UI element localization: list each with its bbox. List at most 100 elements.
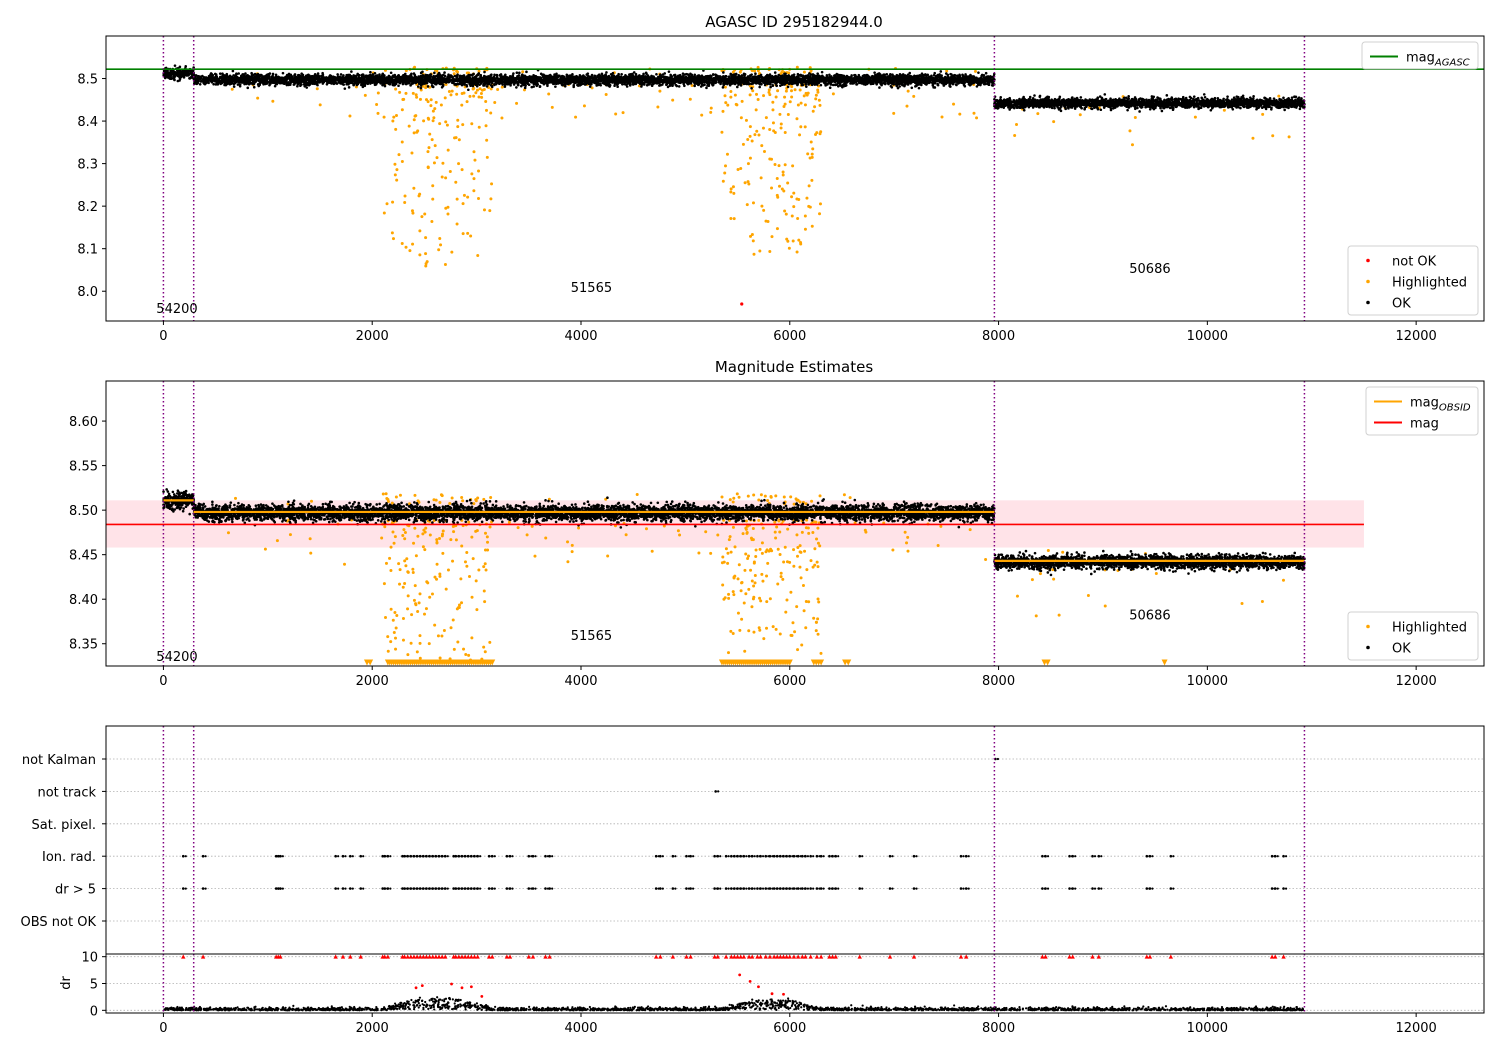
top-highlighted-point <box>472 94 476 98</box>
top-highlighted-point <box>482 87 486 91</box>
top-highlighted-point <box>426 150 430 154</box>
top-ok-point <box>875 83 878 86</box>
top-highlighted-point <box>796 216 800 220</box>
top-highlighted-point <box>709 110 713 114</box>
top-highlighted-point <box>431 184 435 188</box>
top-highlighted-point <box>446 148 450 152</box>
top-ok-point <box>836 85 840 88</box>
top-highlighted-point <box>753 133 757 137</box>
top-ok-point <box>642 72 645 76</box>
top-ok-point <box>984 71 988 75</box>
top-highlighted-point <box>768 249 772 253</box>
top-ok-point <box>773 71 777 74</box>
top-highlighted-point <box>395 168 399 172</box>
top-highlighted-point <box>1271 134 1275 138</box>
top-highlighted-point <box>803 125 807 129</box>
top-highlighted-point <box>489 197 493 201</box>
top-highlighted-point <box>731 70 735 74</box>
top-highlighted-point <box>470 172 474 176</box>
top-highlighted-point <box>775 177 779 181</box>
top-highlighted-point <box>440 175 444 179</box>
top-highlighted-point <box>484 108 488 112</box>
top-highlighted-point <box>1193 115 1197 119</box>
top-highlighted-point <box>472 150 476 154</box>
top-highlighted-point <box>783 209 787 213</box>
top-highlighted-point <box>473 158 477 162</box>
top-highlighted-point <box>795 250 799 254</box>
top-ok-point <box>378 73 381 76</box>
top-highlighted-point <box>912 94 916 98</box>
top-ok-point <box>316 72 320 75</box>
top-highlighted-point <box>398 90 402 94</box>
top-highlighted-point <box>438 122 442 126</box>
top-highlighted-point <box>751 201 755 205</box>
top-ok-point <box>666 85 670 89</box>
top-highlighted-point <box>431 197 435 201</box>
top-highlighted-point <box>807 184 811 188</box>
top-highlighted-point <box>430 219 434 223</box>
top-highlighted-point <box>465 100 469 104</box>
top-ok-point <box>503 83 507 87</box>
top-highlighted-point <box>614 112 618 116</box>
top-highlighted-point <box>906 89 910 93</box>
top-highlighted-point <box>760 204 764 208</box>
top-highlighted-point <box>392 115 396 119</box>
top-ok-point <box>165 73 169 77</box>
top-ok-point <box>805 85 808 88</box>
top-highlighted-point <box>445 123 449 127</box>
top-highlighted-point <box>741 142 745 146</box>
top-highlighted-point <box>394 114 398 118</box>
top-highlighted-point <box>479 91 483 95</box>
top-highlighted-point <box>779 122 783 126</box>
top-highlighted-point <box>748 125 752 129</box>
top-highlighted-point <box>810 224 814 228</box>
top-highlighted-point <box>429 104 433 108</box>
top-ok-point <box>183 72 186 75</box>
top-highlighted-point <box>500 116 504 120</box>
top-highlighted-point <box>375 102 379 106</box>
top-highlighted-point <box>958 112 962 116</box>
top-highlighted-point <box>816 90 820 94</box>
top-highlighted-point <box>444 176 448 180</box>
top-highlighted-point <box>732 191 736 195</box>
top-highlighted-point <box>432 161 436 165</box>
top-highlighted-point <box>780 70 784 74</box>
top-highlighted-point <box>750 139 754 143</box>
top-highlighted-point <box>461 123 465 127</box>
top-highlighted-point <box>806 91 810 95</box>
top-highlighted-point <box>952 102 956 106</box>
top-ok-point <box>750 86 753 90</box>
top-ok-point <box>516 83 520 86</box>
top-highlighted-point <box>391 119 395 123</box>
top-highlighted-point <box>448 170 452 174</box>
top-ok-point <box>878 86 881 89</box>
top-highlighted-point <box>1133 116 1137 120</box>
top-ok-point <box>661 83 664 86</box>
top-highlighted-point <box>802 94 806 98</box>
top-ok-point <box>655 72 658 76</box>
top-ok-point <box>953 73 957 77</box>
top-highlighted-point <box>418 192 422 196</box>
top-highlighted-point <box>1128 129 1132 133</box>
top-highlighted-point <box>397 153 401 157</box>
top-highlighted-point <box>814 133 818 137</box>
top-ok-point <box>896 86 900 90</box>
top-highlighted-point <box>724 101 728 105</box>
top-ok-point <box>173 73 176 76</box>
top-highlighted-point <box>783 163 787 167</box>
top-ok-point <box>373 72 377 75</box>
top-highlighted-point <box>515 101 519 105</box>
top-highlighted-point <box>485 138 489 142</box>
top-highlighted-point <box>781 173 785 177</box>
top-highlighted-point <box>433 144 437 148</box>
top-highlighted-point <box>430 138 434 142</box>
top-highlighted-point <box>721 179 725 183</box>
top-highlighted-point <box>412 186 416 190</box>
top-ok-point <box>343 87 347 90</box>
top-highlighted-point <box>457 138 461 142</box>
top-highlighted-point <box>550 105 554 109</box>
top-highlighted-point <box>733 93 737 97</box>
top-highlighted-point <box>415 95 419 99</box>
top-highlighted-point <box>757 133 761 137</box>
